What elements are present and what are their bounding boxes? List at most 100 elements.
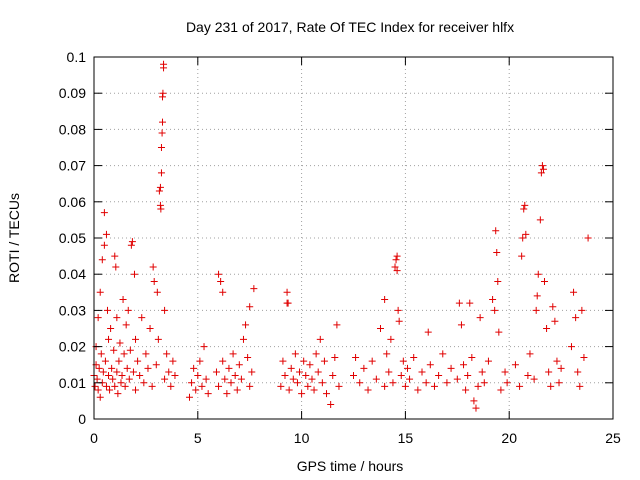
data-point (239, 335, 247, 343)
data-point (134, 357, 142, 365)
data-point (401, 382, 409, 390)
data-point (491, 306, 499, 314)
data-point (171, 372, 179, 380)
data-point (154, 335, 162, 343)
data-point (155, 187, 163, 195)
data-point (406, 375, 414, 383)
data-point (331, 353, 339, 361)
data-point (567, 343, 575, 351)
data-point (462, 386, 470, 394)
data-point (526, 350, 534, 358)
data-point (538, 162, 546, 170)
data-point (281, 372, 289, 380)
data-point (574, 368, 582, 376)
data-point (352, 353, 360, 361)
data-point (484, 357, 492, 365)
data-point (329, 372, 337, 380)
data-point (111, 252, 119, 260)
data-point (130, 270, 138, 278)
data-point (474, 382, 482, 390)
data-point (127, 241, 135, 249)
data-point (447, 364, 455, 372)
data-point (532, 306, 540, 314)
x-axis: 0 5 10 15 20 25 (90, 57, 621, 446)
y-tick-label: 0.05 (59, 230, 86, 246)
data-point (200, 343, 208, 351)
data-point (570, 288, 578, 296)
data-point (165, 368, 173, 376)
data-point (284, 299, 292, 307)
data-point (501, 368, 509, 376)
data-point (572, 314, 580, 322)
data-point (291, 350, 299, 358)
data-point (368, 357, 376, 365)
data-point (520, 205, 528, 213)
data-point (215, 382, 223, 390)
data-point (122, 321, 130, 329)
data-point (540, 277, 548, 285)
data-point (128, 238, 136, 246)
data-point (308, 375, 316, 383)
data-point (118, 372, 126, 380)
data-point (161, 375, 169, 383)
data-point (489, 296, 497, 304)
y-tick-label: 0 (78, 411, 86, 427)
data-point (302, 372, 310, 380)
x-tick-label: 20 (501, 430, 517, 446)
data-point (152, 361, 160, 369)
data-point (144, 364, 152, 372)
data-point (306, 361, 314, 369)
y-tick-label: 0.03 (59, 302, 86, 318)
data-point (212, 368, 220, 376)
data-point (148, 382, 156, 390)
data-point (410, 353, 418, 361)
data-point (320, 357, 328, 365)
data-point (124, 306, 132, 314)
data-point (223, 390, 231, 398)
data-point (383, 350, 391, 358)
data-point (497, 386, 505, 394)
data-point (539, 165, 547, 173)
x-tick-label: 10 (294, 430, 310, 446)
data-point (160, 60, 168, 68)
data-point (91, 382, 99, 390)
data-point (472, 404, 480, 412)
data-point (119, 296, 127, 304)
data-point (221, 375, 229, 383)
data-point (430, 382, 438, 390)
data-point (492, 227, 500, 235)
data-point (493, 248, 501, 256)
data-point (138, 314, 146, 322)
data-point (196, 357, 204, 365)
data-point (283, 288, 291, 296)
data-point (115, 357, 123, 365)
data-point (157, 144, 165, 151)
data-point (246, 382, 254, 390)
data-point (109, 375, 117, 383)
data-point (161, 306, 169, 314)
data-point (132, 386, 140, 394)
data-point (159, 118, 167, 126)
data-point (439, 350, 447, 358)
data-point (300, 357, 308, 365)
data-point (318, 379, 326, 387)
data-point (123, 364, 131, 372)
x-tick-label: 0 (90, 430, 98, 446)
data-point (392, 256, 400, 264)
data-point (403, 364, 411, 372)
data-point (108, 364, 116, 372)
data-point (335, 382, 343, 390)
data-point (250, 285, 258, 293)
data-point (580, 353, 588, 361)
data-point (551, 317, 559, 325)
data-point (185, 393, 193, 401)
data-point (198, 382, 206, 390)
data-point (105, 372, 113, 380)
data-point (231, 372, 239, 380)
data-point (391, 263, 399, 271)
data-point (146, 325, 154, 332)
data-point (242, 321, 250, 329)
data-point (547, 382, 555, 390)
data-point (536, 216, 544, 224)
data-point (372, 375, 380, 383)
